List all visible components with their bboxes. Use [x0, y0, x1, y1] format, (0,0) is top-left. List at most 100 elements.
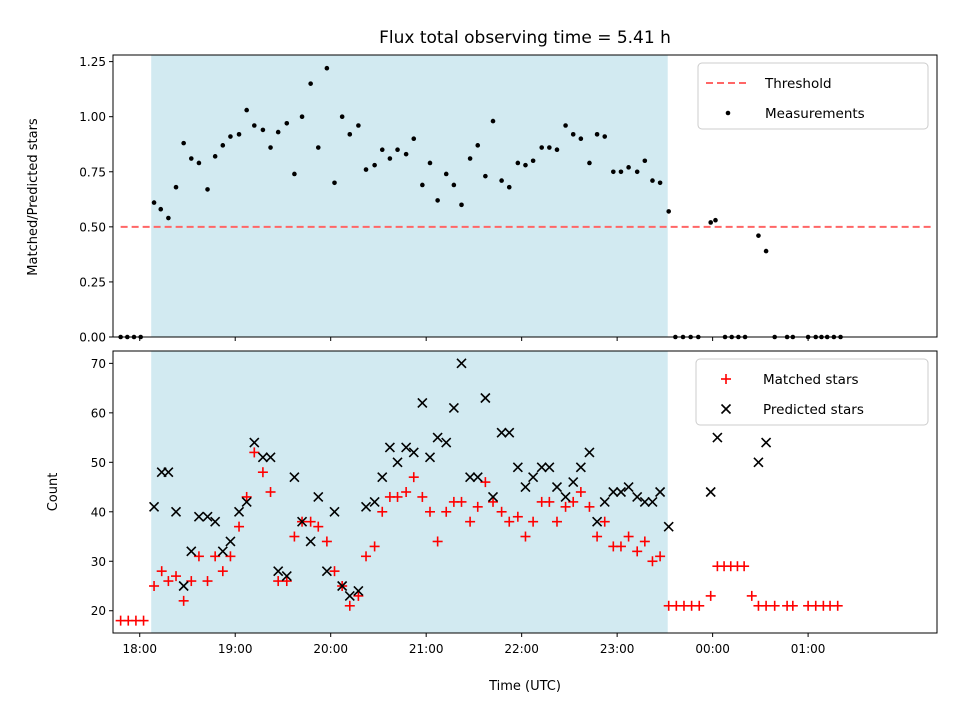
matched-star-point	[257, 467, 268, 478]
measurement-point	[570, 132, 576, 137]
predicted-star-point	[163, 467, 174, 478]
matched-star-point	[746, 590, 757, 601]
matched-star-point	[551, 516, 562, 527]
matched-star-point	[432, 536, 443, 547]
bottom-y-tick-label: 30	[91, 555, 106, 569]
matched-star-point	[210, 551, 221, 562]
matched-star-point	[265, 487, 276, 497]
predicted-star-point	[408, 447, 419, 458]
matched-star-point	[441, 506, 452, 517]
measurement-point	[443, 171, 449, 177]
predicted-star-point	[401, 442, 412, 453]
measurement-point	[166, 215, 171, 221]
bottom-y-tick-label: 20	[91, 604, 106, 618]
predicted-star-point	[456, 358, 467, 369]
predicted-star-point	[241, 496, 252, 507]
measurement-point	[713, 217, 718, 223]
measurement-point	[205, 187, 210, 192]
bottom-legend: Matched stars Predicted stars	[695, 358, 929, 426]
matched-star-point	[408, 472, 419, 483]
measurement-point	[475, 143, 481, 148]
bottom-y-tick-label: 60	[91, 406, 106, 420]
matched-star-point	[705, 590, 716, 601]
measurement-point	[315, 145, 321, 150]
matched-star-point	[465, 516, 476, 527]
matched-star-point	[225, 551, 236, 562]
matched-star-point	[568, 496, 579, 507]
measurement-point	[372, 162, 377, 168]
predicted-star-point	[599, 496, 610, 507]
measurement-point	[403, 151, 409, 157]
measurement-point	[547, 145, 552, 150]
measurement-point	[611, 169, 616, 175]
bottom-panel: 18:00 19:00 20:00 21:00 22:00 23:00 00:00 01:00…	[46, 350, 938, 656]
measurement-point	[666, 209, 671, 214]
bottom-panel-frame	[112, 350, 938, 634]
matched-star-point	[480, 477, 491, 488]
matched-star-point	[504, 516, 515, 527]
measurement-point	[411, 136, 417, 142]
predicted-star-point	[281, 571, 292, 582]
matched-star-point	[138, 615, 149, 626]
predicted-star-point	[441, 437, 452, 448]
predicted-star-point	[496, 427, 507, 438]
x-tick-label: 00:00	[695, 642, 730, 656]
measurement-point	[220, 143, 226, 148]
matched-star-point	[832, 600, 843, 611]
predicted-star-point	[705, 486, 716, 498]
predicted-star-point	[233, 506, 245, 517]
matched-star-point	[156, 566, 167, 577]
predicted-star-point	[257, 452, 268, 463]
predicted-star-point	[655, 486, 666, 498]
measurement-point	[292, 171, 297, 177]
predicted-star-point	[202, 511, 213, 522]
predicted-star-point	[584, 447, 595, 458]
legend-dot-swatch	[725, 110, 731, 116]
top-panel: 0.00 0.25 0.50 0.75 1.00 1.25 Matched/Predict…	[26, 54, 938, 345]
matched-star-point	[202, 576, 213, 587]
predicted-star-point	[712, 432, 723, 443]
predicted-star-point	[344, 590, 355, 601]
measurement-point	[763, 248, 769, 254]
matched-star-point	[313, 521, 324, 532]
matched-star-point	[344, 600, 355, 611]
top-legend: Threshold Measurements	[697, 62, 929, 130]
predicted-star-point	[313, 491, 324, 503]
measurement-point	[308, 81, 313, 86]
matched-star-point	[273, 576, 284, 587]
measurement-point	[299, 114, 305, 119]
measurement-point	[626, 165, 631, 170]
measurement-point	[252, 123, 257, 128]
matched-star-point	[472, 501, 483, 512]
measurement-point	[363, 167, 369, 172]
predicted-star-point	[504, 427, 515, 438]
measurement-point	[188, 156, 194, 161]
measurement-point	[356, 123, 361, 128]
matched-star-point	[424, 506, 435, 517]
chart-title: Flux total observing time = 5.41 h	[379, 28, 671, 48]
predicted-star-point	[305, 536, 316, 547]
predicted-star-point	[289, 472, 300, 483]
matched-star-point	[149, 581, 160, 591]
matched-star-point	[599, 516, 610, 527]
predicted-star-point	[392, 457, 403, 468]
matched-star-point	[417, 491, 428, 502]
predicted-star-point	[417, 397, 428, 409]
matched-star-point	[488, 496, 499, 507]
predicted-star-point	[249, 437, 260, 448]
predicted-star-point	[615, 486, 627, 498]
matched-star-point	[592, 531, 603, 542]
measurement-point	[395, 147, 400, 153]
measurement-point	[490, 118, 496, 124]
predicted-star-point	[465, 472, 476, 483]
predicted-star-point	[360, 501, 372, 512]
predicted-star-point	[753, 457, 764, 468]
predicted-star-point	[186, 546, 197, 557]
measurement-point	[181, 140, 186, 146]
predicted-star-point	[265, 452, 276, 463]
matched-star-point	[560, 501, 571, 512]
measurement-point	[539, 145, 545, 150]
matched-star-point	[694, 600, 705, 611]
matched-star-point	[171, 571, 182, 582]
measurement-point	[602, 134, 608, 139]
